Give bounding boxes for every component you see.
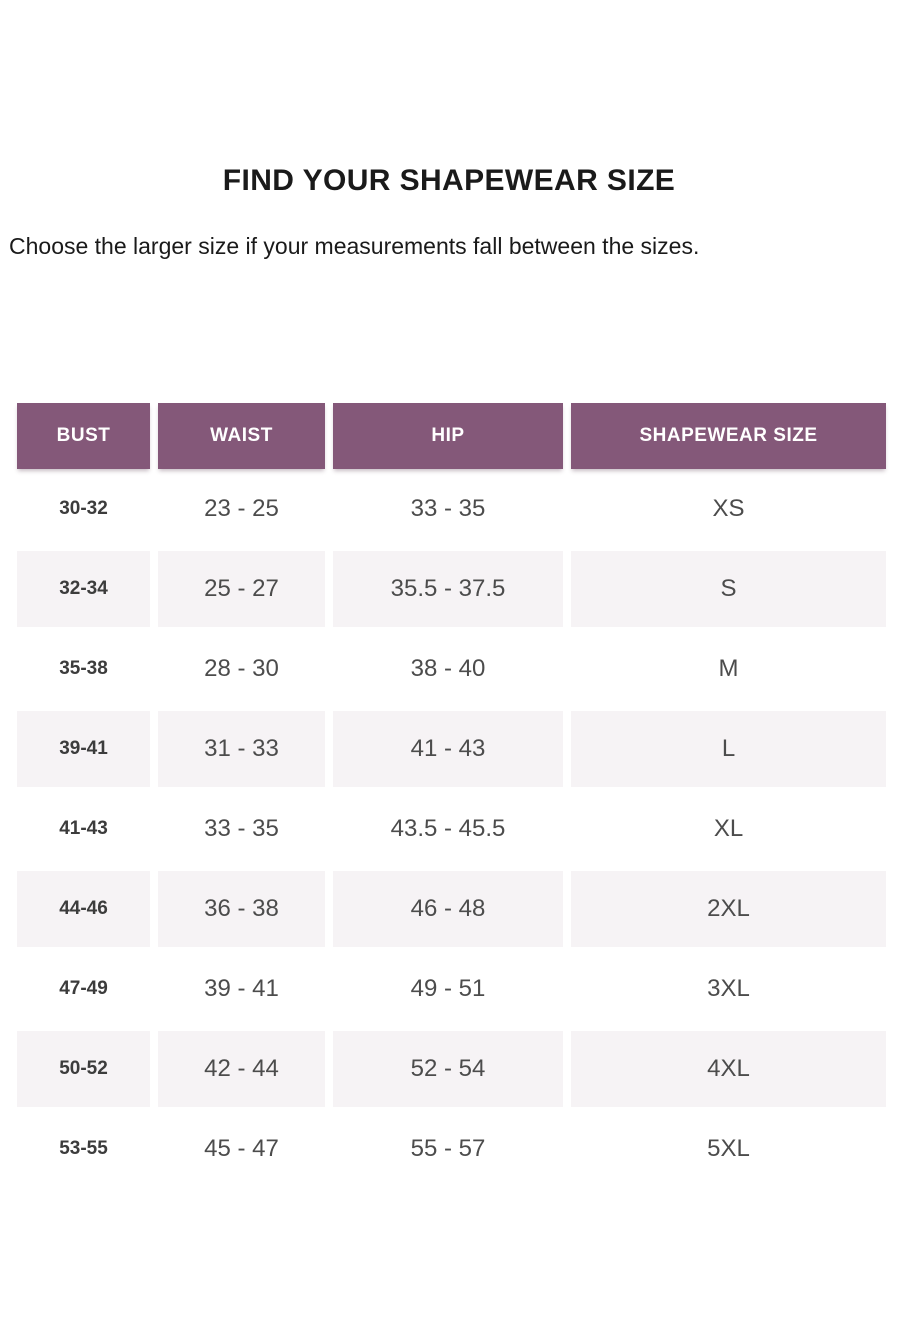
waist-cell: 33 - 35 <box>204 815 279 842</box>
size-cell: XL <box>713 815 744 842</box>
bust-cell: 30-32 <box>59 498 108 519</box>
size-cell: 2XL <box>571 869 886 949</box>
size-cell: XS <box>712 495 745 522</box>
size-cell: 5XL <box>707 1135 750 1162</box>
header-cell-hip: HIP <box>333 403 563 469</box>
bust-cell: 39-41 <box>17 709 150 789</box>
bust-cell: 44-46 <box>17 869 150 949</box>
waist-cell: 31 - 33 <box>158 709 325 789</box>
bust-cell: 53-55 <box>59 1138 108 1159</box>
size-cell: 3XL <box>707 975 750 1002</box>
table-row: 44-46 36 - 38 46 - 48 2XL <box>17 869 886 949</box>
hip-cell: 46 - 48 <box>333 869 563 949</box>
bust-cell: 35-38 <box>59 658 108 679</box>
hip-cell: 38 - 40 <box>410 655 486 682</box>
page-title: FIND YOUR SHAPEWEAR SIZE <box>222 164 676 197</box>
header-cell-waist: WAIST <box>158 403 325 469</box>
hip-cell: 52 - 54 <box>333 1029 563 1109</box>
waist-cell: 42 - 44 <box>158 1029 325 1109</box>
hip-cell: 35.5 - 37.5 <box>333 549 563 629</box>
waist-cell: 23 - 25 <box>204 495 279 522</box>
table-row: 39-41 31 - 33 41 - 43 L <box>17 709 886 789</box>
table-row: 47-49 39 - 41 49 - 51 3XL <box>17 949 886 1029</box>
size-cell: L <box>571 709 886 789</box>
table-row: 35-38 28 - 30 38 - 40 M <box>17 629 886 709</box>
waist-cell: 45 - 47 <box>204 1135 279 1162</box>
waist-cell: 25 - 27 <box>158 549 325 629</box>
hip-cell: 41 - 43 <box>333 709 563 789</box>
size-chart-table: BUST WAIST HIP SHAPEWEAR SIZE 30-32 23 -… <box>17 403 886 1189</box>
table-row: 30-32 23 - 25 33 - 35 XS <box>17 469 886 549</box>
waist-cell: 39 - 41 <box>204 975 279 1002</box>
hip-cell: 49 - 51 <box>410 975 486 1002</box>
table-row: 53-55 45 - 47 55 - 57 5XL <box>17 1109 886 1189</box>
size-cell: M <box>718 655 739 682</box>
bust-cell: 41-43 <box>59 818 108 839</box>
header-cell-bust: BUST <box>17 403 150 469</box>
bust-cell: 50-52 <box>17 1029 150 1109</box>
table-row: 50-52 42 - 44 52 - 54 4XL <box>17 1029 886 1109</box>
table-row: 41-43 33 - 35 43.5 - 45.5 XL <box>17 789 886 869</box>
waist-cell: 28 - 30 <box>204 655 279 682</box>
table-row: 32-34 25 - 27 35.5 - 37.5 S <box>17 549 886 629</box>
bust-cell: 47-49 <box>59 978 108 999</box>
bust-cell: 32-34 <box>17 549 150 629</box>
hip-cell: 33 - 35 <box>410 495 486 522</box>
size-cell: 4XL <box>571 1029 886 1109</box>
hip-cell: 55 - 57 <box>410 1135 486 1162</box>
waist-cell: 36 - 38 <box>158 869 325 949</box>
table-header-row: BUST WAIST HIP SHAPEWEAR SIZE <box>17 403 886 469</box>
size-cell: S <box>571 549 886 629</box>
header-cell-shapewear-size: SHAPEWEAR SIZE <box>571 403 886 469</box>
page-subtitle: Choose the larger size if your measureme… <box>9 233 700 259</box>
hip-cell: 43.5 - 45.5 <box>390 815 506 842</box>
